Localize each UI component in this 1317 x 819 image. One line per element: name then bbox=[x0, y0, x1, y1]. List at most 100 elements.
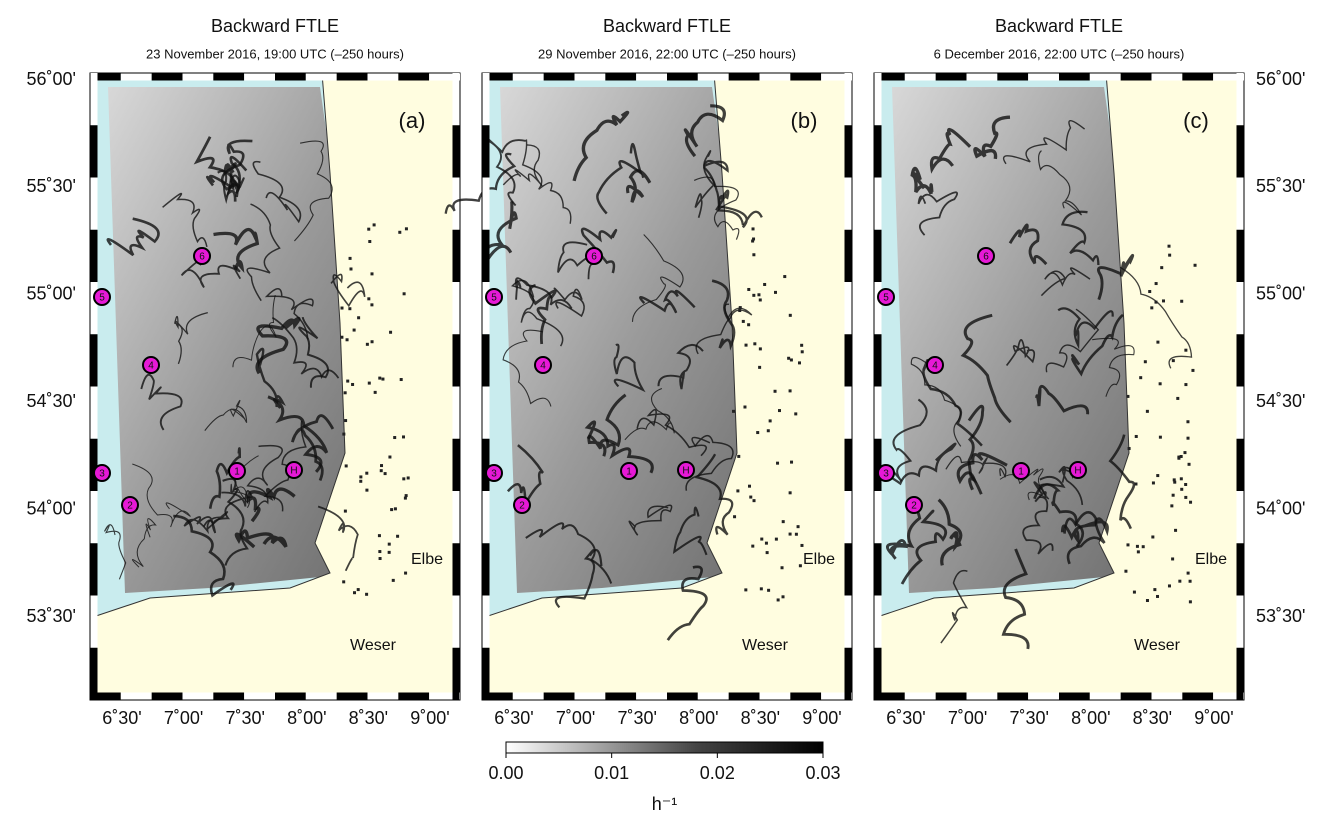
ftle-ridge bbox=[525, 522, 613, 584]
island bbox=[768, 419, 772, 423]
colorbar-tick-label: 0.01 bbox=[594, 763, 629, 783]
island bbox=[757, 293, 761, 297]
station-label: 4 bbox=[932, 361, 938, 372]
lon-tick-label: 8˚30' bbox=[1133, 708, 1172, 728]
panel-title: Backward FTLE bbox=[211, 16, 339, 36]
ftle-ridge bbox=[625, 169, 652, 203]
ftle-ridge bbox=[234, 529, 288, 549]
ftle-ridge bbox=[317, 505, 359, 572]
ftle-ridge bbox=[104, 524, 127, 580]
station-marker bbox=[513, 496, 531, 514]
lon-tick-label: 6˚30' bbox=[886, 708, 925, 728]
ftle-ridge bbox=[922, 359, 983, 447]
frame bbox=[481, 72, 853, 701]
island bbox=[737, 454, 741, 458]
ftle-ridge bbox=[293, 140, 333, 242]
station-marker bbox=[677, 461, 695, 479]
island bbox=[732, 409, 736, 413]
ftle-ridge bbox=[204, 399, 248, 431]
colorbar-label: h⁻¹ bbox=[652, 794, 678, 814]
lon-tick-label: 8˚00' bbox=[679, 708, 718, 728]
station-label: 1 bbox=[234, 467, 240, 478]
island bbox=[748, 484, 752, 488]
ftle-ridge bbox=[1092, 337, 1135, 397]
island bbox=[348, 307, 352, 311]
place-label: Weser bbox=[350, 637, 397, 654]
island bbox=[751, 227, 755, 231]
station-marker bbox=[485, 288, 503, 306]
ftle-ridge bbox=[1060, 517, 1109, 545]
ftle-ridge bbox=[572, 110, 630, 182]
island bbox=[788, 389, 792, 393]
station-label: 2 bbox=[519, 501, 525, 512]
ftle-ridge bbox=[208, 447, 242, 509]
lat-tick-label: 53˚30' bbox=[1256, 606, 1305, 626]
island bbox=[365, 342, 369, 346]
ftle-ridge bbox=[271, 316, 340, 380]
ftle-ridge bbox=[502, 329, 552, 407]
ftle-ridge bbox=[666, 565, 708, 641]
map-panel: Backward FTLE 29 November 2016, 22:00 UTC… bbox=[444, 16, 853, 728]
lon-tick-label: 7˚00' bbox=[164, 708, 203, 728]
island bbox=[1154, 282, 1158, 286]
ftle-ridge bbox=[162, 192, 208, 248]
ftle-ridge bbox=[624, 387, 675, 441]
island bbox=[346, 379, 350, 383]
ftle-ridge bbox=[1040, 267, 1091, 297]
island bbox=[1134, 482, 1138, 486]
station-label: 2 bbox=[127, 501, 133, 512]
ftle-ridge bbox=[929, 127, 972, 174]
island bbox=[758, 347, 762, 351]
panel-title: Backward FTLE bbox=[603, 16, 731, 36]
ftle-ridge bbox=[140, 373, 183, 431]
ftle-ridge bbox=[1022, 496, 1054, 555]
island bbox=[1148, 290, 1152, 294]
station-marker bbox=[121, 496, 139, 514]
island bbox=[738, 309, 742, 313]
station-marker bbox=[142, 356, 160, 374]
station-label: 3 bbox=[99, 469, 105, 480]
lon-tick-label: 8˚30' bbox=[741, 708, 780, 728]
lon-tick-label: 8˚00' bbox=[1071, 708, 1110, 728]
island bbox=[1188, 579, 1192, 583]
island bbox=[1158, 382, 1162, 386]
island bbox=[752, 253, 756, 257]
island bbox=[760, 537, 764, 541]
ftle-ridge bbox=[999, 468, 1050, 501]
island bbox=[1158, 435, 1162, 439]
island bbox=[763, 282, 767, 286]
island bbox=[751, 239, 755, 243]
ftle-ridge bbox=[1063, 511, 1106, 565]
ftle-ridge bbox=[1008, 223, 1048, 266]
station-marker bbox=[905, 496, 923, 514]
island bbox=[406, 476, 410, 480]
ftle-ridge bbox=[1033, 483, 1085, 548]
island bbox=[1168, 253, 1172, 257]
place-label: Elbe bbox=[803, 551, 835, 568]
island bbox=[1187, 462, 1191, 466]
station-marker bbox=[1069, 461, 1087, 479]
station-label: 6 bbox=[591, 252, 597, 263]
island bbox=[1124, 569, 1128, 573]
ftle-ridge bbox=[973, 115, 1011, 160]
island bbox=[767, 588, 771, 592]
island bbox=[378, 557, 382, 561]
ftle-ridge bbox=[1057, 307, 1114, 350]
frame bbox=[873, 72, 1245, 701]
island bbox=[733, 515, 737, 519]
island bbox=[781, 520, 785, 524]
ftle-ridge bbox=[514, 277, 573, 310]
ftle-ridge bbox=[910, 356, 962, 447]
ftle-ridge bbox=[173, 514, 235, 598]
ftle-ridge bbox=[174, 311, 208, 365]
island bbox=[1151, 481, 1155, 485]
ftle-ridge bbox=[1033, 475, 1066, 503]
colorbar-tick-label: 0.03 bbox=[805, 763, 840, 783]
island bbox=[367, 381, 371, 385]
island bbox=[1134, 434, 1138, 438]
ftle-ridge bbox=[554, 548, 603, 609]
ftle-ridge bbox=[246, 203, 281, 302]
island bbox=[1176, 396, 1180, 400]
panel-label: (a) bbox=[399, 108, 426, 133]
ftle-ridge bbox=[886, 506, 922, 560]
